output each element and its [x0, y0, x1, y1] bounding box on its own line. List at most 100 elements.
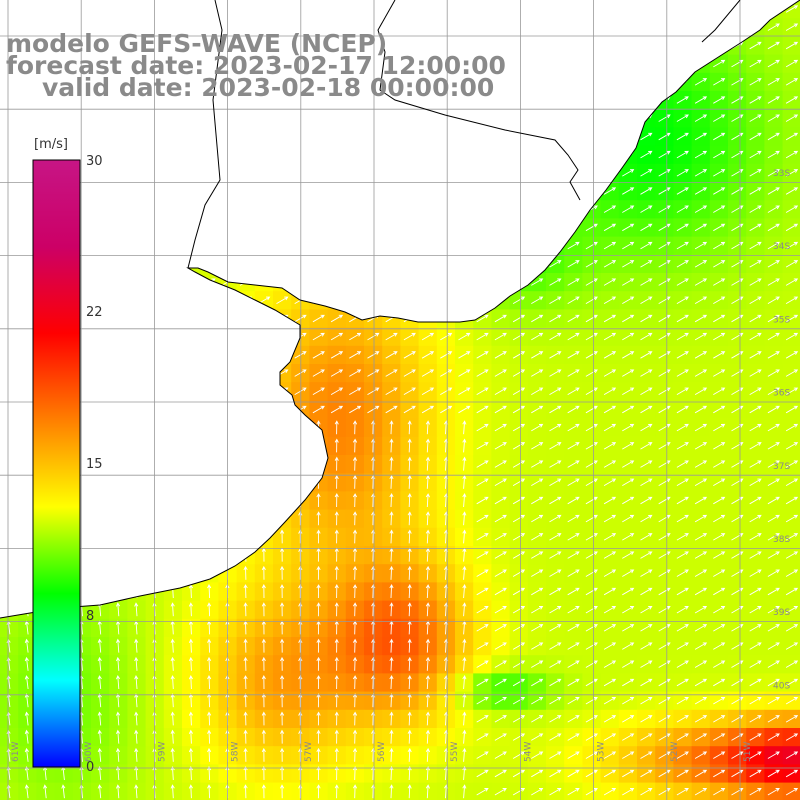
wind-arrow — [640, 751, 653, 759]
wind-arrow — [767, 332, 780, 341]
wind-arrow — [549, 751, 562, 759]
wind-arrow — [115, 784, 121, 799]
wind-arrow — [767, 533, 780, 541]
wind-arrow — [785, 187, 799, 195]
wind-arrow — [549, 387, 562, 395]
wind-arrow — [207, 784, 212, 799]
wind-cell — [728, 418, 747, 438]
wind-arrow — [549, 423, 562, 432]
wind-arrow — [622, 405, 635, 414]
wind-arrow — [549, 788, 562, 796]
wind-arrow — [585, 678, 598, 687]
wind-arrow — [658, 478, 671, 486]
wind-arrow — [407, 456, 412, 471]
wind-arrow — [389, 565, 394, 580]
wind-arrow — [603, 296, 617, 304]
wind-arrow — [512, 351, 526, 359]
wind-arrow — [658, 260, 671, 268]
wind-arrow — [694, 569, 708, 577]
wind-arrow — [640, 351, 653, 359]
wind-arrow — [767, 296, 780, 304]
wind-arrow — [622, 569, 635, 577]
wind-arrow — [622, 369, 635, 377]
wind-cell — [582, 527, 602, 547]
wind-arrow — [767, 460, 780, 468]
wind-arrow — [567, 587, 580, 596]
wind-cell — [673, 436, 693, 456]
wind-cell — [746, 509, 765, 529]
wind-cell — [600, 418, 620, 438]
wind-arrow — [694, 187, 708, 195]
wind-arrow — [494, 606, 507, 614]
wind-cell — [764, 327, 784, 347]
wind-cell — [709, 709, 729, 729]
wind-cell — [491, 746, 511, 765]
wind-arrow — [567, 260, 580, 268]
wind-cell — [600, 527, 620, 547]
wind-arrow — [676, 514, 689, 523]
wind-arrow — [316, 493, 321, 508]
wind-cell — [764, 709, 784, 729]
wind-arrow — [261, 656, 266, 671]
wind-cell — [728, 527, 747, 547]
wind-cell — [527, 327, 547, 347]
wind-cell — [473, 509, 492, 529]
wind-arrow — [115, 729, 121, 744]
wind-arrow — [425, 529, 431, 544]
wind-arrow — [334, 474, 339, 489]
wind-arrow — [785, 278, 799, 286]
wind-cell — [709, 218, 729, 238]
wind-arrow — [676, 278, 689, 286]
wind-arrow — [549, 697, 562, 705]
wind-arrow — [531, 460, 544, 468]
wind-arrow — [676, 169, 689, 177]
wind-cell — [582, 564, 602, 583]
wind-arrow — [389, 693, 394, 708]
wind-cell — [728, 709, 747, 729]
wind-cell — [509, 509, 529, 529]
wind-arrow — [603, 223, 617, 232]
wind-arrow — [567, 551, 580, 559]
wind-arrow — [207, 675, 212, 690]
wind-cell — [655, 145, 674, 165]
wind-arrow — [298, 675, 303, 689]
wind-cell — [655, 182, 674, 201]
wind-cell — [691, 200, 711, 219]
wind-cell — [691, 436, 711, 456]
wind-arrow — [694, 551, 708, 559]
wind-arrow — [767, 150, 780, 159]
wind-arrow — [476, 769, 489, 778]
wind-arrow — [713, 715, 726, 723]
wind-arrow — [115, 656, 121, 671]
wind-arrow — [476, 733, 489, 741]
wind-arrow — [407, 766, 412, 781]
wind-arrow — [312, 387, 325, 395]
wind-arrow — [658, 150, 671, 159]
wind-cell — [527, 655, 547, 674]
wind-arrow — [603, 423, 617, 432]
wind-cell — [527, 436, 547, 456]
wind-cell — [455, 327, 474, 347]
wind-arrow — [603, 788, 617, 796]
wind-arrow — [658, 332, 671, 341]
wind-arrow — [261, 584, 266, 599]
wind-arrow — [243, 711, 248, 726]
wind-arrow — [713, 260, 726, 268]
wind-arrow — [349, 369, 362, 377]
wind-arrow — [421, 387, 435, 395]
wind-arrow — [585, 314, 598, 323]
wind-arrow — [476, 351, 489, 359]
wind-arrow — [476, 405, 489, 414]
wind-arrow — [334, 729, 339, 744]
wind-arrow — [749, 278, 762, 286]
wind-arrow — [713, 569, 726, 577]
wind-arrow — [188, 675, 193, 690]
wind-arrow — [407, 565, 412, 580]
wind-cell — [436, 327, 456, 347]
wind-arrow — [531, 351, 544, 359]
wind-arrow — [512, 551, 526, 559]
wind-arrow — [494, 332, 507, 341]
wind-arrow — [352, 438, 358, 453]
wind-arrow — [134, 711, 139, 726]
wind-cell — [728, 218, 747, 238]
